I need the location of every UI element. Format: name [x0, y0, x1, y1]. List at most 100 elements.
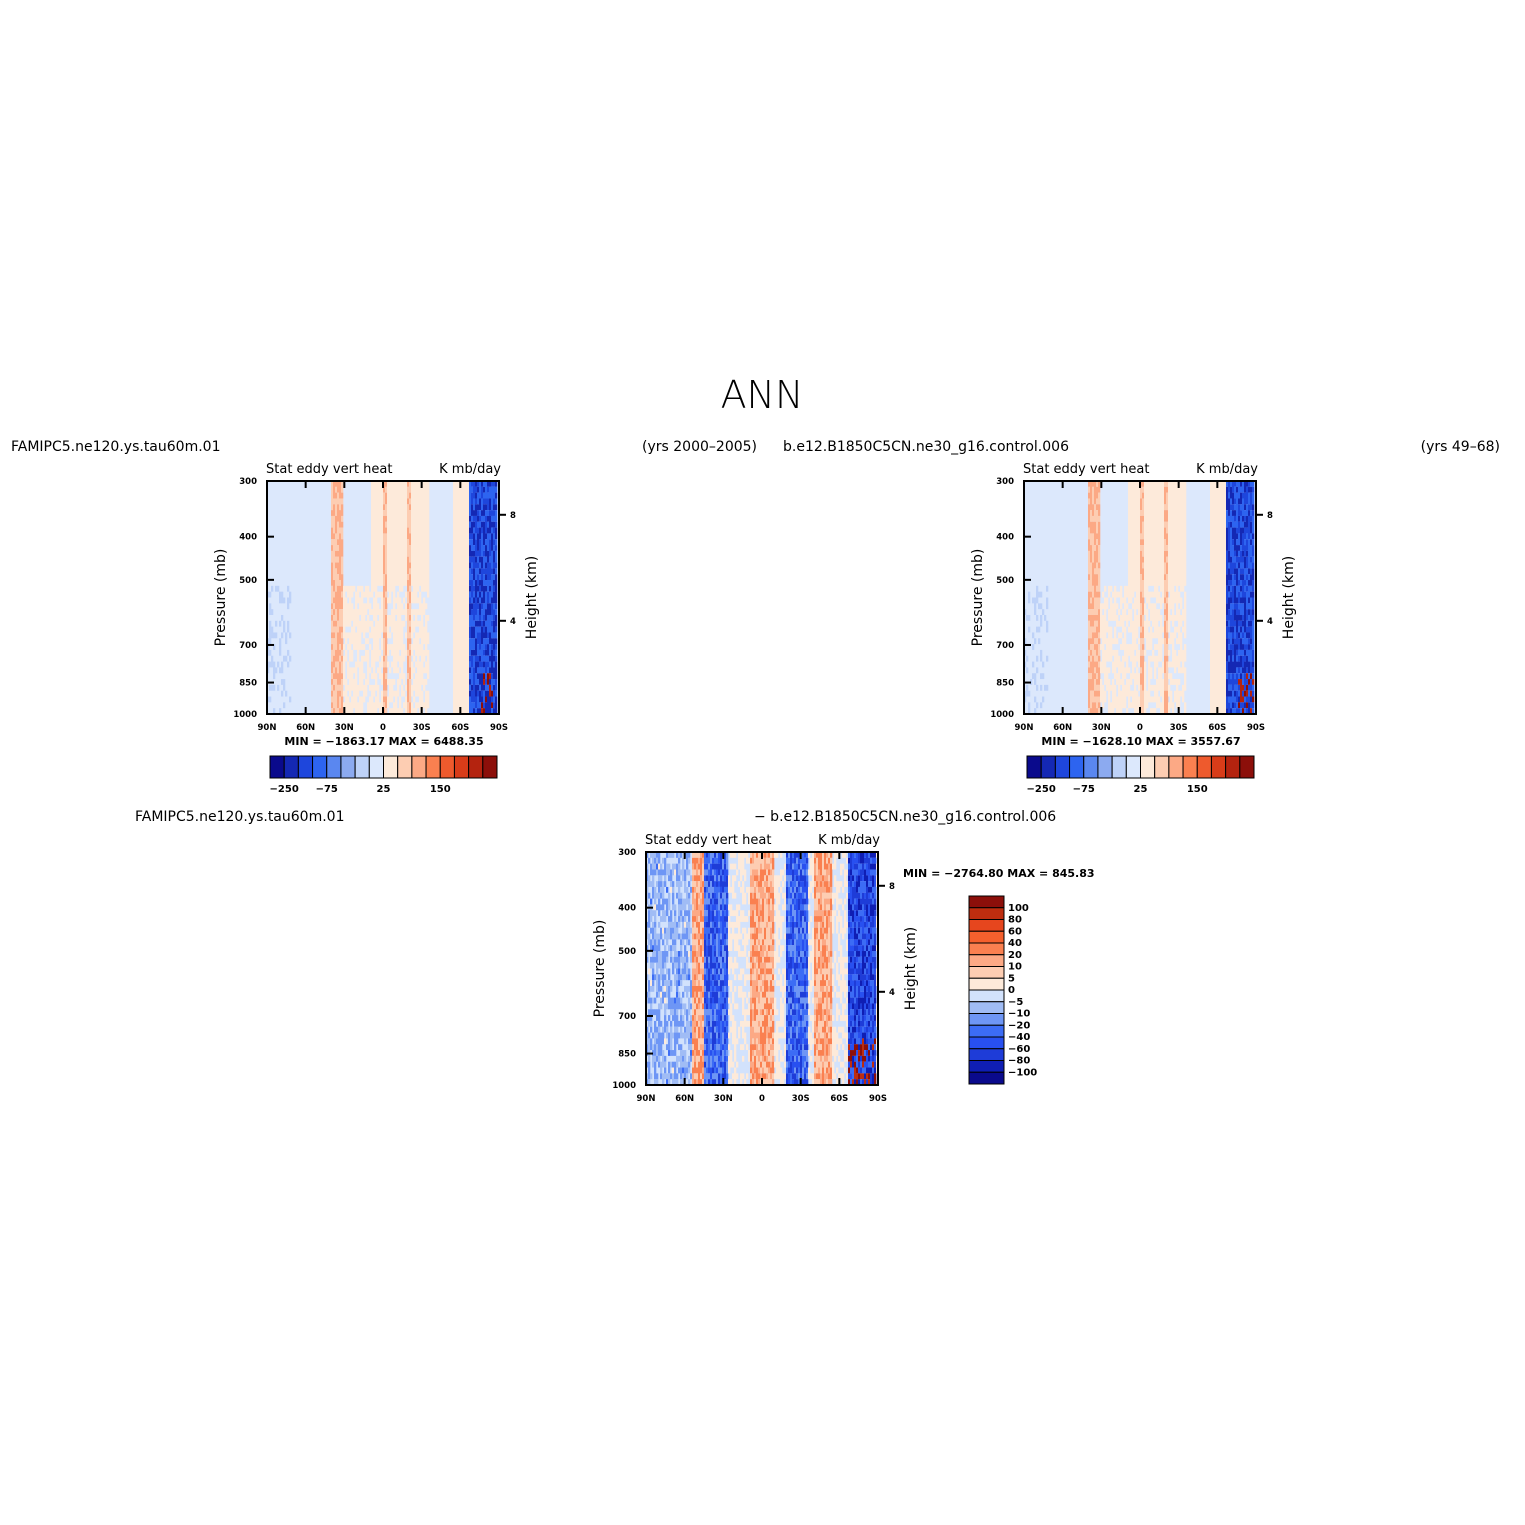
heatmap-cell — [1164, 521, 1167, 528]
heatmap-cell — [806, 951, 809, 957]
heatmap-cell — [676, 852, 679, 858]
heatmap-cell — [712, 875, 715, 887]
heatmap-cell — [477, 492, 480, 505]
heatmap-cell — [748, 927, 751, 940]
heatmap-cell — [1174, 481, 1177, 586]
heatmap-cell — [796, 962, 799, 969]
heatmap-cell — [768, 962, 771, 969]
heatmap-cell — [704, 886, 707, 893]
heatmap-cell — [800, 956, 803, 963]
heatmap-cell — [337, 684, 340, 691]
heatmap-cell — [786, 886, 789, 899]
heatmap-cell — [854, 1044, 857, 1056]
heatmap-cell — [1096, 486, 1099, 499]
heatmap-cell — [656, 991, 659, 998]
heatmap-cell — [652, 1009, 655, 1016]
heatmap-cell — [491, 690, 494, 697]
heatmap-cell — [1150, 481, 1153, 586]
heatmap-cell — [756, 857, 759, 870]
colorbar-label: 0 — [1008, 985, 1015, 996]
heatmap-cell — [678, 863, 681, 876]
heatmap-cell — [740, 1020, 743, 1027]
heatmap-cell — [1118, 620, 1121, 627]
heatmap-cell — [475, 486, 478, 493]
heatmap-cell — [676, 980, 679, 992]
heatmap-cell — [874, 916, 877, 928]
heatmap-cell — [766, 921, 769, 928]
heatmap-cell — [848, 1003, 851, 1016]
heatmap-cell — [407, 673, 410, 680]
heatmap-cell — [331, 527, 334, 540]
heatmap-cell — [864, 898, 867, 911]
heatmap-cell — [664, 933, 667, 940]
heatmap-cell — [698, 892, 701, 899]
heatmap-cell — [772, 904, 775, 922]
heatmap-cell — [852, 1050, 855, 1056]
heatmap-cell — [1238, 702, 1241, 709]
heatmap-cell — [1134, 481, 1137, 592]
heatmap-cell — [710, 945, 713, 969]
heatmap-cell — [682, 968, 685, 975]
heatmap-cell — [1248, 644, 1251, 650]
heatmap-cell — [830, 1026, 833, 1033]
heatmap-cell — [766, 1061, 769, 1068]
heatmap-cell — [331, 649, 334, 662]
heatmap-cell — [668, 921, 671, 940]
heatmap-cell — [856, 1050, 859, 1056]
heatmap-cell — [493, 568, 496, 575]
heatmap-cell — [872, 1009, 875, 1016]
heatmap-cell — [852, 852, 855, 870]
heatmap-cell — [696, 892, 699, 911]
heatmap-cell — [788, 863, 791, 876]
colorbar-swatch — [297, 755, 314, 779]
heatmap-cell — [1096, 591, 1099, 598]
heatmap-cell — [720, 1050, 723, 1056]
heatmap-cell — [708, 1015, 711, 1021]
heatmap-cell — [341, 521, 344, 528]
heatmap-cell — [1240, 614, 1243, 621]
heatmap-cell — [1184, 644, 1187, 662]
heatmap-cell — [706, 1003, 709, 1010]
heatmap-cell — [1228, 597, 1231, 610]
heatmap-cell — [820, 997, 823, 1004]
x-tick-label: 30N — [714, 1094, 733, 1104]
heatmap-cell — [728, 1044, 731, 1051]
heatmap-cell — [1242, 667, 1245, 674]
heatmap-cell — [822, 1032, 825, 1039]
heatmap-cell — [870, 1003, 873, 1010]
heatmap-cell — [734, 921, 737, 928]
heatmap-cell — [674, 863, 677, 870]
heatmap-cell — [479, 580, 482, 586]
heatmap-cell — [756, 852, 759, 858]
heatmap-cell — [664, 927, 667, 934]
heatmap-cell — [758, 892, 761, 899]
heatmap-cell — [694, 1038, 697, 1051]
heatmap-cell — [822, 1038, 825, 1056]
heatmap-cell — [768, 968, 771, 975]
heatmap-cell — [798, 1067, 801, 1074]
heatmap-cell — [702, 968, 705, 975]
heatmap-cell — [696, 1020, 699, 1027]
heatmap-cell — [792, 956, 795, 969]
heatmap-cell — [786, 1067, 789, 1074]
heatmap-cell — [702, 1079, 705, 1085]
heatmap-cell — [1142, 580, 1145, 598]
heatmap-cell — [1158, 481, 1161, 586]
heatmap-cell — [1108, 667, 1111, 674]
heatmap-cell — [664, 974, 667, 981]
heatmap-cell — [1098, 504, 1101, 516]
heatmap-cell — [800, 991, 803, 998]
heatmap-cell — [822, 933, 825, 940]
heatmap-cell — [1248, 609, 1251, 615]
heatmap-cell — [672, 1050, 675, 1056]
heatmap-cell — [475, 614, 478, 621]
heatmap-cell — [712, 962, 715, 969]
heatmap-cell — [754, 1079, 757, 1085]
heatmap-cell — [1252, 597, 1255, 610]
heatmap-cell — [710, 1067, 713, 1080]
heatmap-cell — [1252, 580, 1255, 592]
heatmap-cell — [658, 1003, 661, 1010]
heatmap-cell — [720, 852, 723, 870]
heatmap-cell — [475, 533, 478, 540]
heatmap-cell — [848, 1067, 851, 1074]
